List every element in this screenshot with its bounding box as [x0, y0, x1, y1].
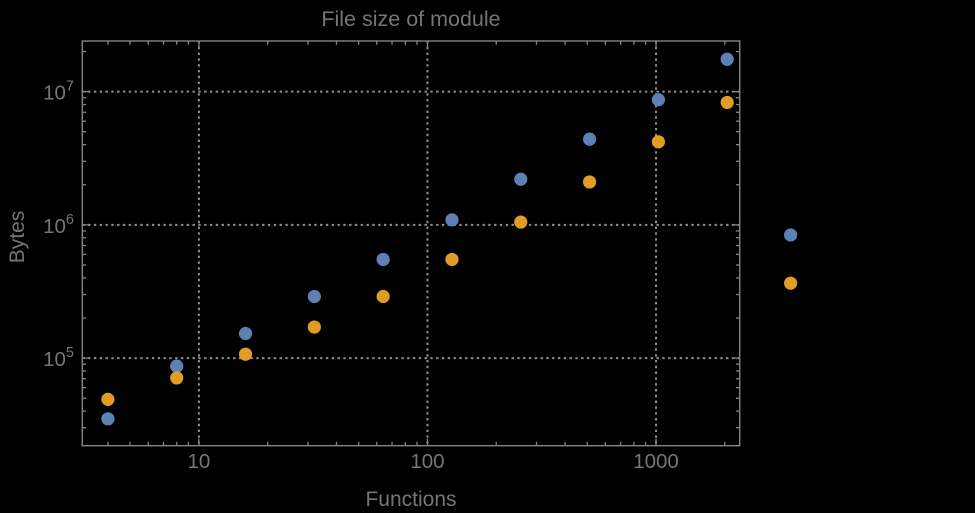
data-point-series-blue-x256: [514, 172, 528, 186]
data-point-series-orange-x256: [514, 215, 528, 229]
x-tick-labels: 10 100 1000: [187, 450, 678, 473]
data-point-series-orange-x32: [307, 320, 321, 334]
data-point-series-orange-x3880: [784, 276, 798, 290]
data-point-series-orange-x4: [101, 392, 115, 406]
y-tick-label-1e6: 106: [43, 212, 74, 238]
y-tick-labels: 105 106 107: [43, 79, 74, 371]
data-point-series-blue-x512: [582, 132, 597, 146]
x-tick-label-100: 100: [410, 450, 444, 473]
data-point-series-blue-x64: [376, 252, 390, 267]
data-point-series-orange-x1024: [651, 135, 665, 149]
y-axis-label: Bytes: [6, 211, 29, 264]
y-tick-label-1e5: 105: [43, 345, 74, 371]
axis-ticks: [82, 41, 740, 446]
data-point-series-blue-x3880: [784, 228, 798, 242]
data-point-series-orange-x8: [170, 371, 184, 385]
data-point-series-orange-x512: [582, 175, 597, 189]
data-point-series-blue-x1024: [651, 93, 665, 107]
gridlines: [82, 41, 740, 446]
data-point-series-orange-x2048: [720, 95, 734, 110]
data-point-series-blue-x32: [307, 289, 321, 304]
data-point-series-blue-x4: [101, 412, 115, 426]
data-point-series-orange-x64: [376, 289, 390, 304]
data-point-series-blue-x2048: [720, 52, 734, 66]
chart-title: File size of module: [321, 7, 500, 31]
x-tick-label-10: 10: [187, 450, 210, 473]
data-point-series-blue-x16: [238, 326, 253, 341]
data-point-series-orange-x16: [238, 347, 253, 361]
data-point-series-blue-x8: [170, 359, 184, 373]
data-point-series-orange-x128: [445, 252, 459, 267]
plot-frame: [81, 40, 741, 447]
data-point-series-blue-x128: [445, 213, 459, 227]
y-tick-label-1e7: 107: [43, 79, 74, 105]
x-tick-label-1000: 1000: [633, 450, 679, 473]
data-points: [101, 52, 798, 426]
x-axis-label: Functions: [365, 488, 456, 511]
